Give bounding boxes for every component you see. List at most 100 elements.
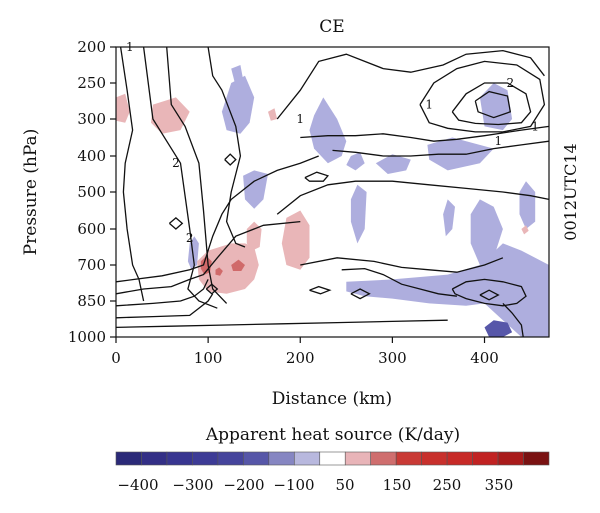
- colorbar-swatch: [243, 451, 270, 466]
- negative-shaded-region: [243, 170, 268, 209]
- y-tick-label: 300: [77, 110, 106, 128]
- y-tick-label: 1000: [68, 328, 106, 346]
- positive-shaded-region: [246, 221, 262, 251]
- colorbar-swatch: [472, 451, 499, 466]
- positive-shaded-region: [116, 93, 130, 123]
- y-tick-label: 400: [77, 147, 106, 165]
- colorbar-swatch: [293, 451, 321, 466]
- contour-line: [276, 180, 550, 215]
- negative-shaded-region: [491, 329, 503, 337]
- x-tick-label: 200: [286, 349, 315, 367]
- y-tick-label: 200: [77, 38, 106, 56]
- negative-shaded-region: [375, 154, 411, 174]
- time-label: 0012UTC14: [561, 143, 580, 240]
- contour-label: 1: [126, 40, 134, 54]
- positive-shaded-region: [215, 267, 223, 276]
- colorbar-tick-label: 150: [383, 476, 412, 494]
- colorbar-swatch: [141, 451, 168, 466]
- negative-shaded-region: [221, 75, 255, 134]
- x-tick-label: 400: [470, 349, 499, 367]
- contour-line: [224, 153, 237, 166]
- colorbar-tick-label: −200: [223, 476, 264, 494]
- contour-line: [309, 285, 332, 295]
- positive-shaded-region: [151, 97, 190, 134]
- contour-label: 1: [495, 134, 503, 148]
- contour-label: 2: [172, 156, 180, 170]
- positive-shaded-region: [231, 259, 245, 271]
- colorbar-swatch: [395, 451, 422, 466]
- colorbar-swatch: [497, 451, 524, 466]
- negative-shaded-region: [484, 320, 513, 337]
- colorbar-swatch: [370, 451, 397, 466]
- chart-title: CE: [319, 17, 344, 37]
- x-axis-label: Distance (km): [272, 389, 392, 409]
- y-tick-label: 850: [77, 292, 106, 310]
- x-tick-label: 100: [194, 349, 223, 367]
- y-axis: 200 250 300 400 500 600 700 850 1000: [68, 38, 116, 346]
- contour-line: [115, 319, 448, 329]
- negative-shaded-region: [479, 83, 513, 131]
- contour-line: [300, 125, 550, 142]
- y-tick-label: 600: [77, 220, 106, 238]
- colorbar-swatch: [446, 451, 473, 466]
- positive-shaded-region: [521, 225, 529, 235]
- contour-line: [341, 267, 457, 297]
- positive-shaded-region: [281, 210, 310, 270]
- colorbar-swatch: [319, 451, 346, 466]
- contour-line: [502, 302, 524, 338]
- shaded-regions: [116, 65, 549, 337]
- contour-label: 2: [186, 231, 194, 245]
- negative-shaded-region: [443, 199, 455, 237]
- contour-line: [115, 220, 301, 295]
- negative-shaded-region: [309, 97, 347, 164]
- positive-shaded-region: [197, 243, 259, 294]
- colorbar-tick-label: 350: [485, 476, 514, 494]
- colorbar-title: Apparent heat source (K/day): [205, 425, 460, 445]
- x-tick-label: 300: [378, 349, 407, 367]
- negative-shaded-region: [346, 152, 365, 171]
- colorbar-swatch: [523, 451, 550, 466]
- negative-shaded-region: [346, 243, 549, 337]
- negative-shaded-region: [519, 181, 536, 229]
- contour-line: [115, 293, 214, 319]
- contour-line: [276, 49, 545, 120]
- x-axis: 0 100 200 300 400: [111, 337, 499, 367]
- contour-line: [304, 171, 330, 182]
- contour-line: [115, 155, 319, 283]
- colorbar-tick-label: −300: [172, 476, 213, 494]
- contour-line: [115, 279, 209, 307]
- colorbar-tick-label: −100: [273, 476, 314, 494]
- contour-line: [207, 46, 246, 248]
- contour-labels: 1 1 1 1 1 2 2 2: [126, 40, 539, 245]
- negative-shaded-region: [470, 199, 503, 265]
- contour-line: [205, 283, 219, 295]
- y-tick-label: 500: [77, 183, 106, 201]
- contour-line: [451, 278, 527, 307]
- negative-shaded-region: [350, 184, 367, 244]
- positive-shaded-region: [268, 108, 278, 121]
- colorbar-swatch: [268, 451, 295, 466]
- contour-line: [451, 82, 532, 126]
- y-tick-label: 700: [77, 256, 106, 274]
- contour-line: [119, 46, 145, 302]
- colorbar-ticks: −400 −300 −200 −100 50 150 250 350: [117, 476, 513, 494]
- colorbar-swatch: [344, 451, 372, 466]
- contour-line: [332, 140, 550, 157]
- colorbar-swatch: [166, 451, 193, 466]
- contour-label: 1: [531, 119, 539, 133]
- colorbar-tick-label: 50: [335, 476, 354, 494]
- colorbar-swatch: [192, 451, 219, 466]
- colorbar-swatch: [115, 451, 142, 466]
- colorbar-swatch: [421, 451, 448, 466]
- y-axis-label: Pressure (hPa): [21, 129, 41, 256]
- contour-label: 1: [296, 112, 304, 126]
- negative-shaded-region: [231, 65, 244, 87]
- colorbar-tick-label: 250: [433, 476, 462, 494]
- contour-line: [142, 46, 218, 309]
- contour-line: [300, 257, 504, 273]
- contour-line: [479, 289, 500, 301]
- y-tick-label: 250: [77, 74, 106, 92]
- contour-line: [350, 288, 371, 300]
- contour-lines: [115, 46, 550, 338]
